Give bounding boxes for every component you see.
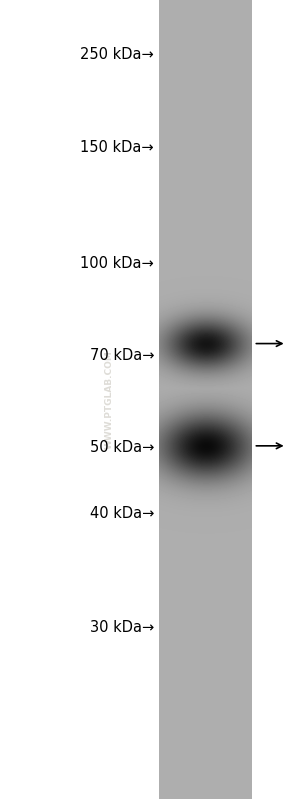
Text: 30 kDa→: 30 kDa→ — [90, 620, 154, 634]
Text: 250 kDa→: 250 kDa→ — [80, 47, 154, 62]
Text: 100 kDa→: 100 kDa→ — [80, 256, 154, 271]
Text: 150 kDa→: 150 kDa→ — [80, 141, 154, 155]
Bar — [160, 0, 252, 799]
Text: 40 kDa→: 40 kDa→ — [90, 507, 154, 521]
Text: WWW.PTGLAB.COM: WWW.PTGLAB.COM — [105, 350, 114, 449]
Text: 70 kDa→: 70 kDa→ — [90, 348, 154, 363]
Text: 50 kDa→: 50 kDa→ — [90, 440, 154, 455]
